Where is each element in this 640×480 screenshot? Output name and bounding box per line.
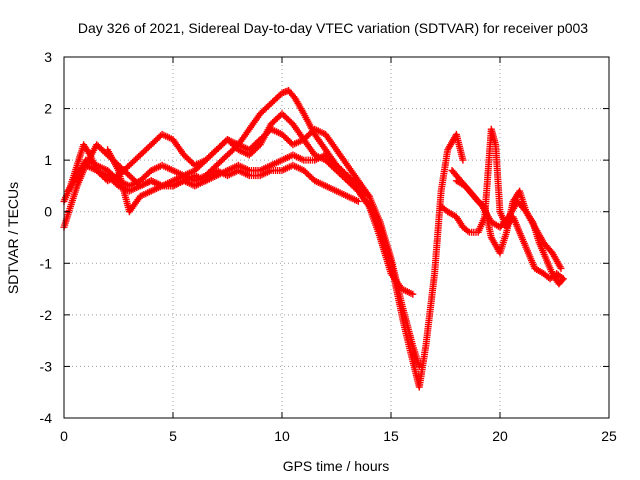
x-tick-label: 15 <box>383 428 399 444</box>
data-series <box>60 87 567 391</box>
x-tick-label: 5 <box>169 428 177 444</box>
data-point-marker <box>415 362 423 370</box>
y-tick-label: 1 <box>44 152 52 168</box>
x-axis-label: GPS time / hours <box>283 458 390 474</box>
x-tick-label: 10 <box>274 428 290 444</box>
y-axis-label: SDTVAR / TECUs <box>5 182 21 294</box>
x-tick-label: 20 <box>492 428 508 444</box>
y-tick-label: -3 <box>40 358 53 374</box>
x-tick-label: 0 <box>60 428 68 444</box>
series-satellite-track-5 <box>104 146 362 216</box>
y-tick-label: -4 <box>40 410 53 426</box>
plot-area-frame <box>63 56 610 419</box>
y-tick-label: 0 <box>44 204 52 220</box>
gridlines <box>64 57 609 418</box>
series-satellite-track-8 <box>452 177 565 272</box>
axis-ticks: 0 5 10 15 20 25 -4 -3 -2 -1 0 1 2 3 <box>40 49 617 444</box>
y-tick-label: 2 <box>44 101 52 117</box>
data-point-marker <box>557 264 565 272</box>
data-point-marker <box>354 197 362 205</box>
x-tick-label: 25 <box>601 428 617 444</box>
y-tick-label: -2 <box>40 307 53 323</box>
y-tick-label: 3 <box>44 49 52 65</box>
series-satellite-track-2 <box>60 110 467 391</box>
series-satellite-track-3 <box>64 125 423 370</box>
y-tick-label: -1 <box>40 255 53 271</box>
chart-title: Day 326 of 2021, Sidereal Day-to-day VTE… <box>78 20 588 36</box>
data-point-marker <box>365 192 373 200</box>
data-point-marker <box>558 276 566 284</box>
data-point-marker <box>364 191 372 199</box>
data-point-marker <box>409 290 417 298</box>
data-point-marker <box>559 275 567 283</box>
series-satellite-track-6 <box>437 125 567 283</box>
data-point-marker <box>459 156 467 164</box>
